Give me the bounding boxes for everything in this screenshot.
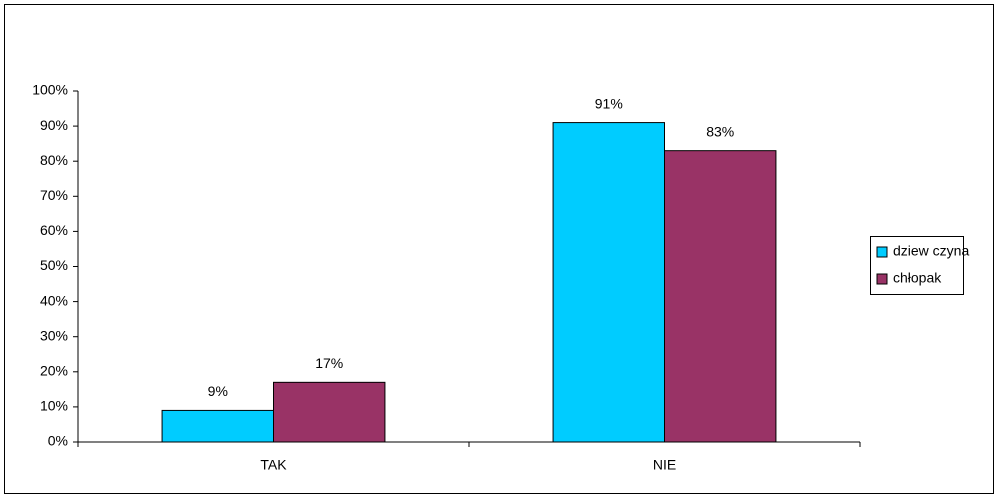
y-tick-label: 30%	[40, 327, 68, 343]
y-tick-label: 50%	[40, 257, 68, 273]
legend-box	[870, 236, 964, 295]
y-tick-label: 40%	[40, 292, 68, 308]
x-tick-label: NIE	[653, 457, 676, 473]
y-tick-label: 10%	[40, 398, 68, 414]
y-tick-label: 20%	[40, 363, 68, 379]
value-label: 9%	[208, 383, 228, 399]
legend-label: dziew czyna	[893, 243, 969, 259]
y-tick-label: 0%	[48, 433, 68, 449]
y-tick-label: 70%	[40, 187, 68, 203]
bar	[273, 381, 386, 443]
bar	[161, 409, 274, 443]
value-label: 17%	[315, 355, 343, 371]
value-label: 91%	[595, 95, 623, 111]
legend-swatch	[876, 246, 888, 258]
y-tick-label: 100%	[32, 82, 68, 98]
y-tick-label: 60%	[40, 222, 68, 238]
y-tick-label: 90%	[40, 117, 68, 133]
x-tick-label: TAK	[260, 457, 287, 473]
value-label: 83%	[706, 123, 734, 139]
legend-swatch	[876, 273, 888, 285]
y-tick-label: 80%	[40, 152, 68, 168]
chart-border	[4, 4, 994, 494]
bar	[552, 122, 665, 443]
bar	[664, 150, 777, 443]
legend-label: chłopak	[893, 270, 942, 286]
